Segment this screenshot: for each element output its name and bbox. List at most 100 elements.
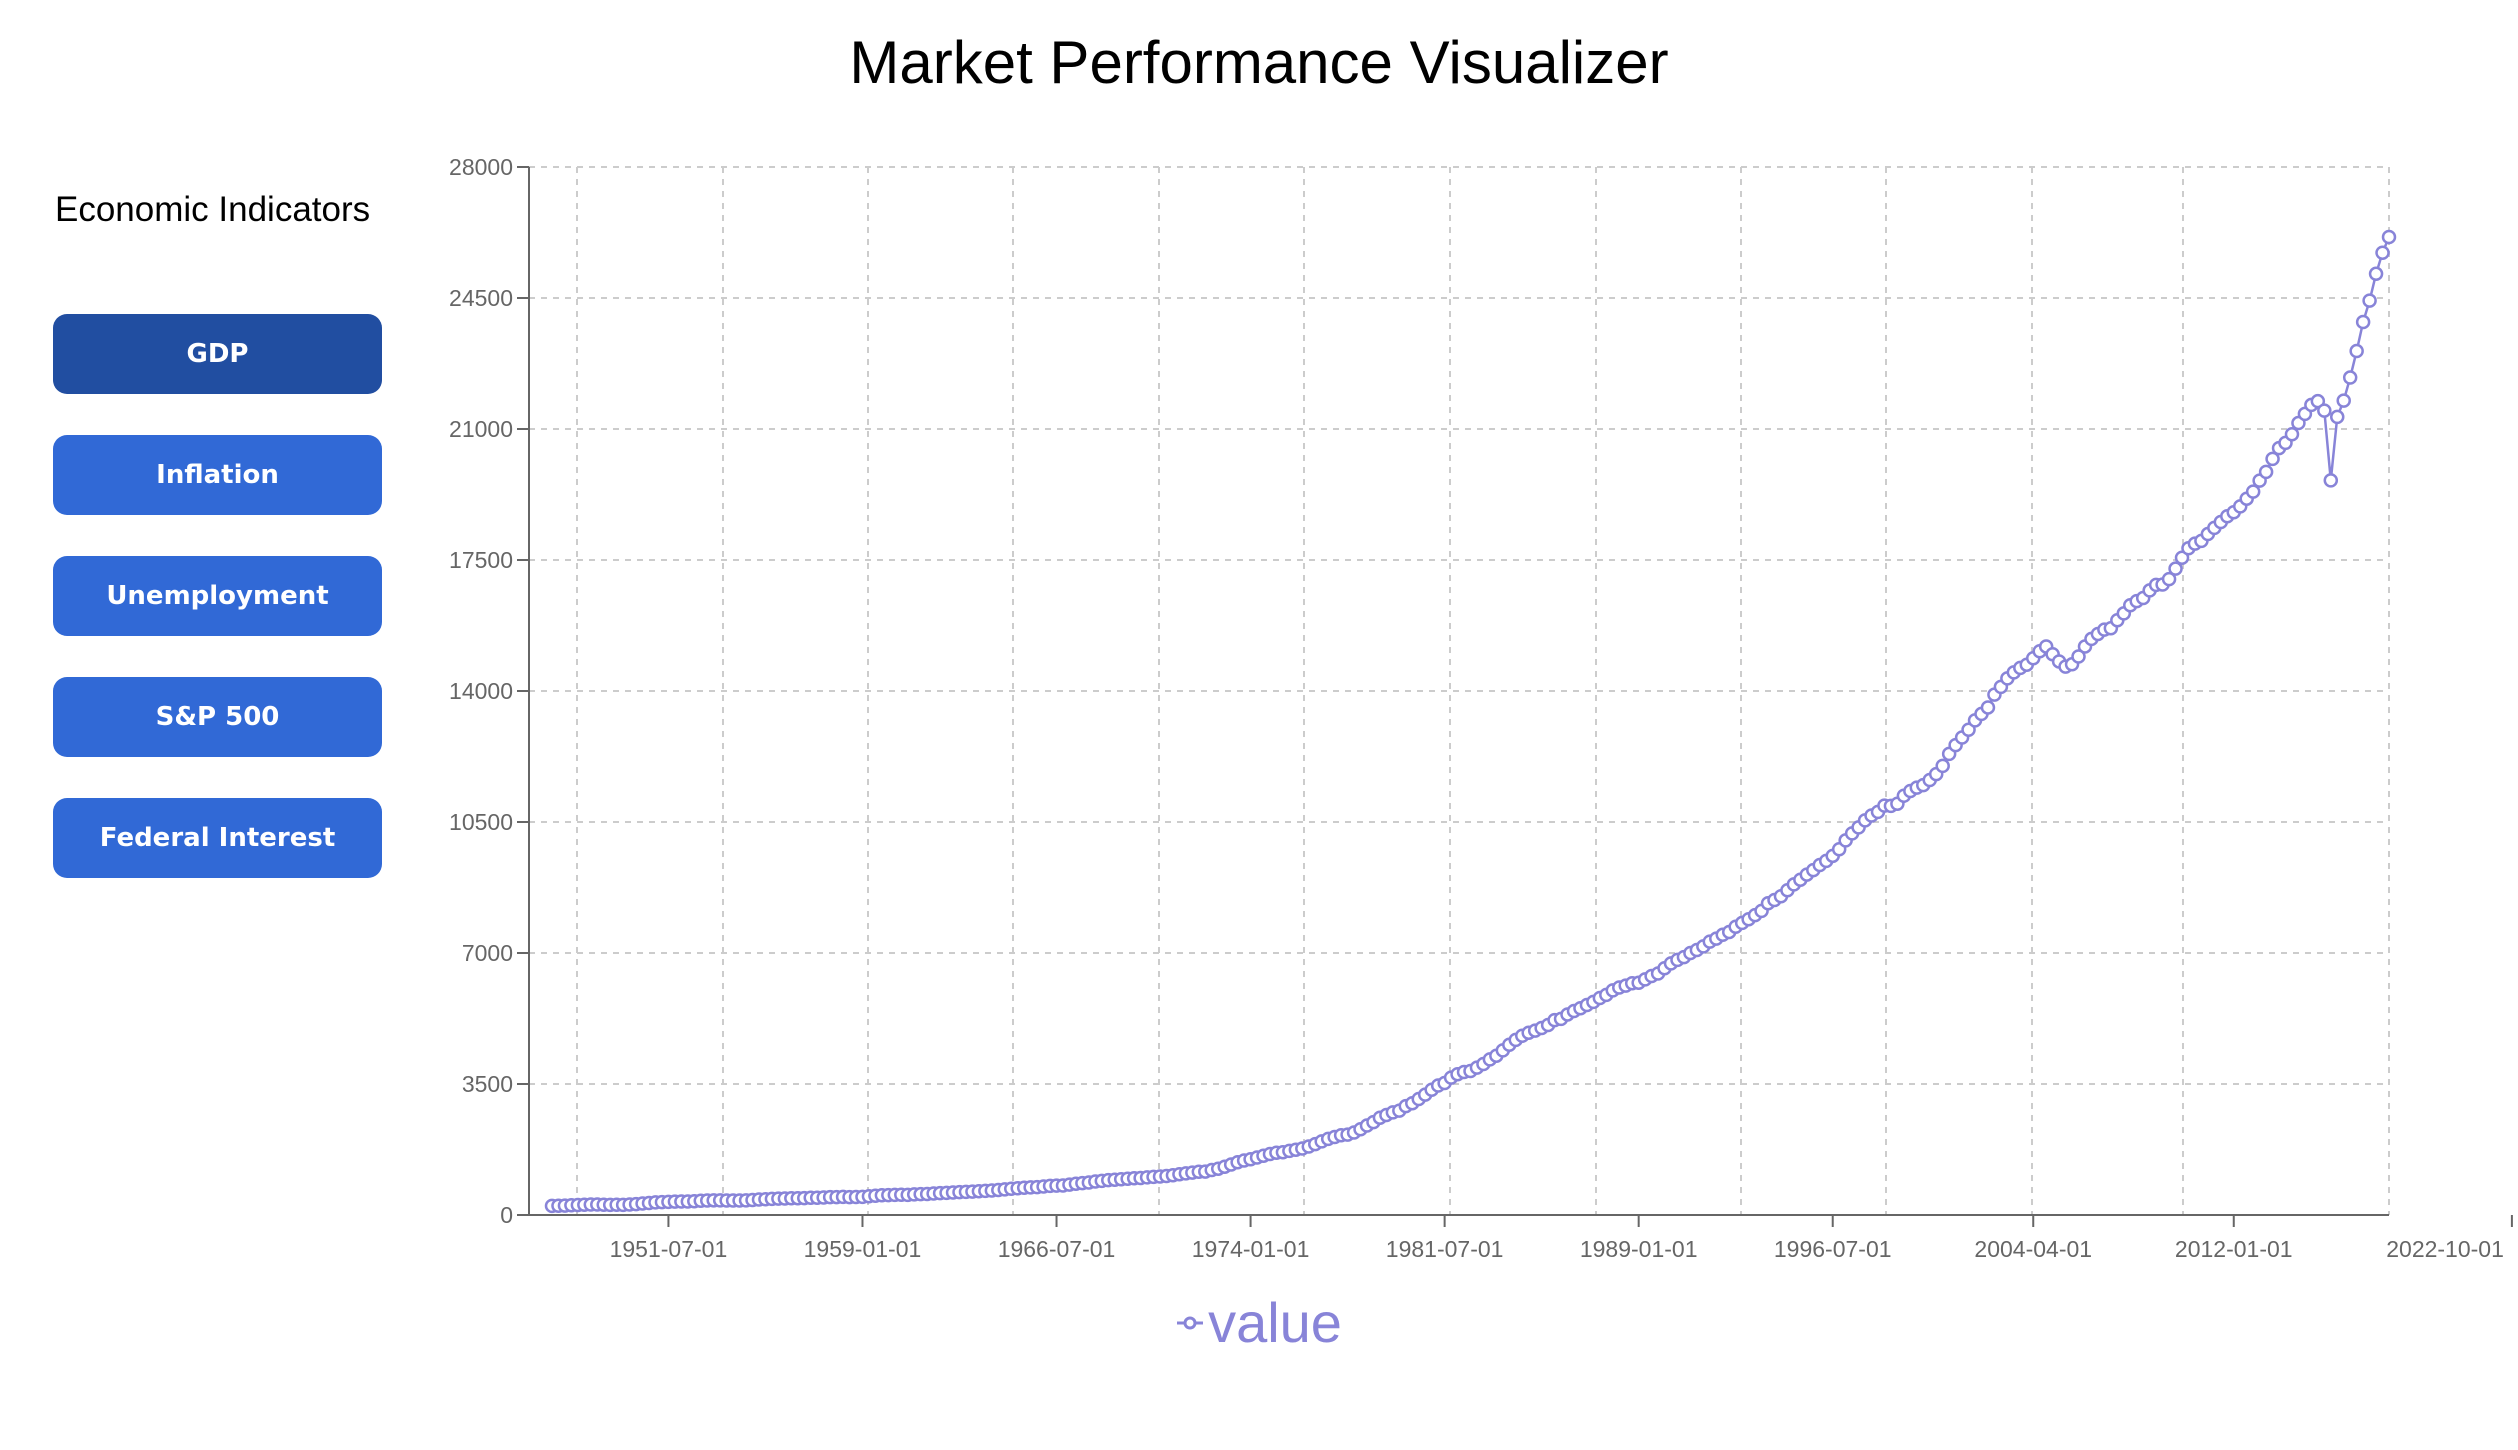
- data-point[interactable]: [1566, 1003, 1582, 1019]
- data-point[interactable]: [551, 1198, 566, 1214]
- data-point[interactable]: [583, 1197, 599, 1212]
- data-point[interactable]: [2207, 520, 2222, 536]
- data-point[interactable]: [602, 1197, 618, 1213]
- data-point[interactable]: [654, 1194, 670, 1210]
- data-point[interactable]: [2200, 526, 2216, 542]
- data-point[interactable]: [1760, 896, 1776, 911]
- data-point[interactable]: [1553, 1011, 1569, 1027]
- data-point[interactable]: [1961, 722, 1976, 737]
- data-point[interactable]: [1275, 1145, 1291, 1160]
- data-point[interactable]: [1262, 1146, 1278, 1162]
- data-point[interactable]: [2103, 621, 2119, 636]
- data-point[interactable]: [1709, 931, 1724, 946]
- data-point[interactable]: [1916, 777, 1931, 793]
- data-point[interactable]: [2265, 451, 2280, 467]
- data-point[interactable]: [2090, 626, 2106, 642]
- data-point[interactable]: [2368, 266, 2384, 282]
- data-point[interactable]: [1049, 1178, 1064, 1193]
- data-point[interactable]: [2064, 657, 2080, 672]
- data-point[interactable]: [1327, 1129, 1342, 1145]
- data-point[interactable]: [1547, 1012, 1562, 1028]
- data-point[interactable]: [1773, 888, 1789, 904]
- data-point[interactable]: [2116, 606, 2132, 621]
- data-point[interactable]: [1081, 1175, 1097, 1190]
- data-point[interactable]: [1728, 919, 1743, 934]
- data-point[interactable]: [803, 1190, 818, 1205]
- data-point[interactable]: [1489, 1048, 1504, 1063]
- data-point[interactable]: [1314, 1134, 1329, 1149]
- data-point[interactable]: [913, 1186, 928, 1202]
- data-point[interactable]: [797, 1190, 812, 1206]
- data-point[interactable]: [2239, 491, 2254, 506]
- data-point[interactable]: [1230, 1155, 1245, 1170]
- data-point[interactable]: [855, 1189, 870, 1205]
- data-point[interactable]: [1385, 1105, 1401, 1120]
- data-point[interactable]: [596, 1197, 611, 1212]
- data-point[interactable]: [2226, 505, 2242, 520]
- data-point[interactable]: [1107, 1172, 1122, 1187]
- data-point[interactable]: [2245, 484, 2261, 499]
- data-point[interactable]: [1495, 1043, 1511, 1058]
- data-point[interactable]: [1670, 952, 1685, 968]
- data-point[interactable]: [1113, 1171, 1129, 1187]
- data-point[interactable]: [1631, 975, 1646, 991]
- data-point[interactable]: [1521, 1025, 1536, 1041]
- data-point[interactable]: [1346, 1125, 1362, 1140]
- data-point[interactable]: [952, 1184, 967, 1200]
- data-point[interactable]: [641, 1195, 657, 1211]
- data-point[interactable]: [1870, 804, 1886, 820]
- data-point[interactable]: [1340, 1127, 1355, 1142]
- data-point[interactable]: [777, 1191, 793, 1206]
- data-point[interactable]: [1146, 1169, 1161, 1185]
- data-point[interactable]: [1165, 1167, 1181, 1183]
- data-point[interactable]: [1644, 968, 1659, 984]
- data-point[interactable]: [2155, 577, 2170, 592]
- data-point[interactable]: [1715, 927, 1731, 943]
- data-point[interactable]: [2362, 293, 2377, 308]
- data-point[interactable]: [1676, 949, 1692, 965]
- data-point[interactable]: [2045, 647, 2060, 662]
- data-point[interactable]: [1502, 1037, 1517, 1053]
- data-point[interactable]: [2258, 464, 2274, 480]
- data-point[interactable]: [1689, 942, 1705, 958]
- data-point[interactable]: [758, 1191, 773, 1207]
- data-point[interactable]: [1734, 915, 1750, 931]
- data-point[interactable]: [1747, 907, 1763, 923]
- data-point[interactable]: [2355, 314, 2371, 330]
- data-point[interactable]: [751, 1192, 767, 1207]
- data-point[interactable]: [1579, 997, 1595, 1013]
- data-point[interactable]: [1987, 687, 2002, 702]
- data-point[interactable]: [900, 1187, 916, 1203]
- data-point[interactable]: [1592, 990, 1608, 1006]
- data-point[interactable]: [712, 1193, 728, 1208]
- data-point[interactable]: [2084, 631, 2099, 647]
- data-point[interactable]: [771, 1191, 786, 1206]
- data-point[interactable]: [1101, 1172, 1116, 1188]
- data-point[interactable]: [2323, 473, 2339, 488]
- data-point[interactable]: [674, 1194, 689, 1209]
- data-point[interactable]: [829, 1189, 844, 1205]
- data-point[interactable]: [719, 1193, 734, 1208]
- data-point[interactable]: [1721, 924, 1737, 940]
- data-point[interactable]: [2000, 671, 2015, 686]
- data-point[interactable]: [745, 1192, 760, 1208]
- data-point[interactable]: [1055, 1178, 1071, 1193]
- data-point[interactable]: [1599, 987, 1614, 1003]
- data-point[interactable]: [784, 1191, 799, 1206]
- data-point[interactable]: [2381, 229, 2397, 245]
- data-point[interactable]: [1223, 1157, 1239, 1172]
- data-point[interactable]: [1016, 1180, 1032, 1196]
- data-point[interactable]: [557, 1198, 573, 1213]
- data-point[interactable]: [1586, 994, 1601, 1010]
- data-point[interactable]: [2304, 397, 2319, 413]
- data-point[interactable]: [2123, 597, 2138, 613]
- data-point[interactable]: [906, 1187, 922, 1202]
- data-point[interactable]: [965, 1184, 980, 1199]
- data-point[interactable]: [1372, 1110, 1388, 1125]
- data-point[interactable]: [1612, 980, 1627, 995]
- data-point[interactable]: [1430, 1078, 1446, 1093]
- data-point[interactable]: [1217, 1159, 1232, 1174]
- data-point[interactable]: [1896, 788, 1912, 804]
- data-point[interactable]: [1042, 1178, 1058, 1194]
- data-point[interactable]: [699, 1193, 715, 1208]
